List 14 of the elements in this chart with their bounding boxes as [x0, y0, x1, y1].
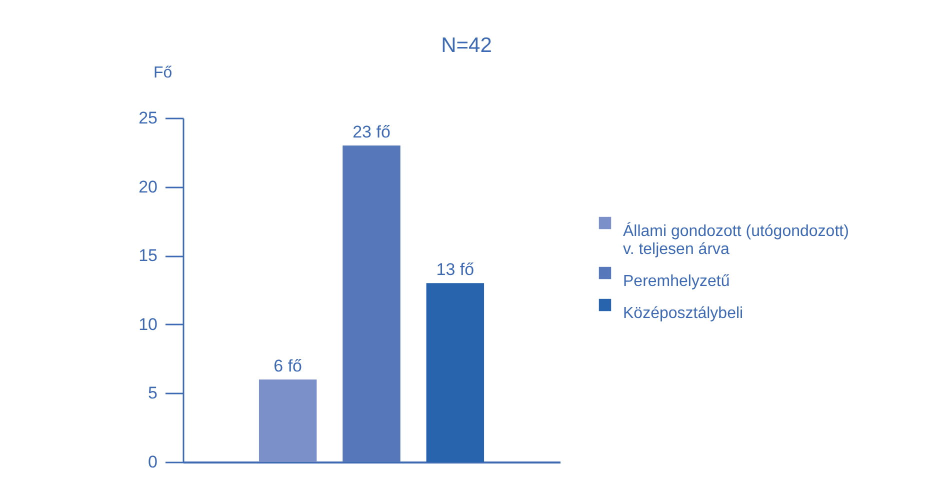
y-tick-label: 15: [138, 246, 158, 266]
data-label: 13 fő: [436, 260, 474, 280]
y-tick-label: 5: [148, 384, 158, 403]
y-tick-label: 25: [138, 108, 158, 128]
legend-label: Peremhelyzetű: [623, 273, 730, 290]
legend-label: Állami gondozott (utógondozott) v. teljesen árva: [623, 222, 849, 258]
data-label: 23 fő: [352, 122, 390, 142]
legend-label: Középosztálybeli: [623, 305, 744, 322]
y-tick-label: 0: [148, 452, 158, 472]
y-axis-title: Fő: [154, 64, 172, 82]
y-tick-label: 10: [138, 314, 158, 334]
y-tick-label: 20: [138, 177, 158, 196]
chart-title: N=42: [441, 34, 492, 57]
data-label: 6 fő: [274, 356, 302, 376]
